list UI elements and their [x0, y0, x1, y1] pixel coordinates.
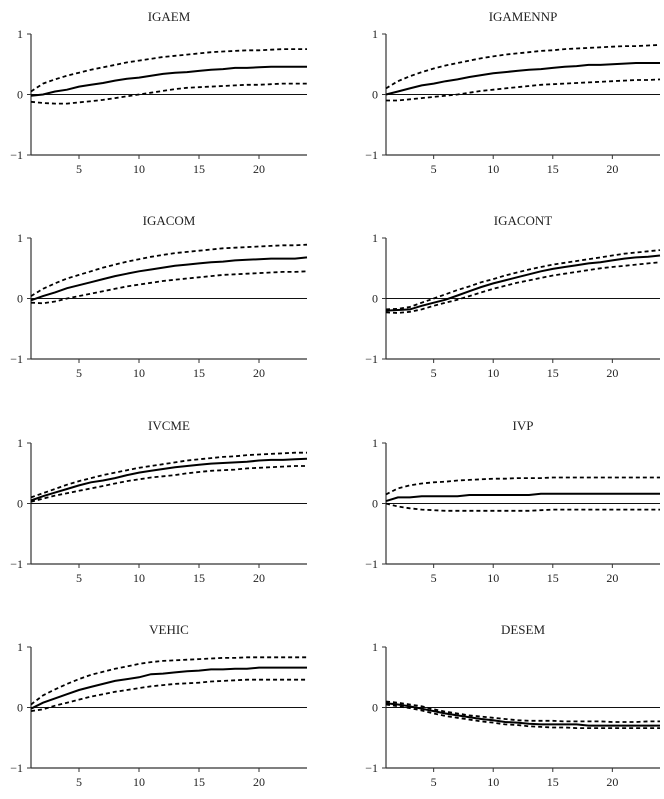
x-tick-label: 10	[133, 162, 145, 176]
response-line	[385, 492, 660, 503]
x-tick-label: 20	[253, 366, 265, 380]
x-tick-label: 5	[76, 775, 82, 789]
x-tick-label: 10	[487, 366, 499, 380]
panel-title: IGAMENNP	[489, 9, 558, 24]
confidence-band-line	[30, 451, 307, 499]
y-tick-label: −1	[365, 352, 378, 366]
x-tick-label: 5	[431, 366, 437, 380]
x-tick-label: 10	[133, 775, 145, 789]
y-tick-label: 0	[372, 497, 378, 511]
x-tick-label: 15	[547, 571, 559, 585]
x-tick-label: 15	[547, 162, 559, 176]
x-tick-label: 20	[606, 775, 618, 789]
x-tick-label: 5	[431, 775, 437, 789]
confidence-band-line	[30, 465, 307, 503]
x-tick-label: 20	[253, 162, 265, 176]
panel-title: IVP	[513, 418, 534, 433]
y-tick-label: 0	[372, 292, 378, 306]
x-tick-label: 20	[606, 571, 618, 585]
confidence-band-line	[30, 270, 308, 305]
x-tick-label: 20	[606, 162, 618, 176]
y-tick-label: −1	[365, 761, 378, 775]
response-line	[30, 666, 307, 710]
x-tick-label: 10	[133, 571, 145, 585]
confidence-band-line	[385, 261, 661, 314]
confidence-band-line	[30, 678, 307, 712]
confidence-band-line	[385, 249, 661, 311]
y-tick-label: 0	[17, 88, 23, 102]
panel-title: IVCME	[148, 418, 190, 433]
confidence-band-line	[385, 700, 660, 723]
x-tick-label: 20	[253, 775, 265, 789]
response-line	[385, 702, 660, 727]
x-tick-label: 20	[253, 571, 265, 585]
confidence-band-line	[30, 656, 307, 706]
confidence-band-line	[385, 44, 661, 90]
y-tick-label: 1	[17, 27, 23, 41]
y-tick-label: 1	[372, 640, 378, 654]
y-tick-label: 0	[372, 701, 378, 715]
x-tick-label: 15	[193, 366, 205, 380]
y-tick-label: 0	[17, 292, 23, 306]
y-tick-label: −1	[10, 148, 23, 162]
x-tick-label: 5	[431, 571, 437, 585]
response-line	[385, 254, 661, 312]
x-tick-label: 5	[431, 162, 437, 176]
x-tick-label: 5	[76, 571, 82, 585]
confidence-band-line	[386, 78, 661, 102]
x-tick-label: 5	[76, 366, 82, 380]
confidence-band-line	[385, 703, 660, 729]
panel-title: DESEM	[501, 622, 546, 637]
response-line	[30, 65, 307, 97]
x-tick-label: 20	[606, 366, 618, 380]
x-tick-label: 15	[193, 571, 205, 585]
y-tick-label: −1	[10, 761, 23, 775]
confidence-band-line	[30, 82, 307, 105]
y-tick-label: 1	[17, 436, 23, 450]
y-tick-label: −1	[10, 352, 23, 366]
y-tick-label: 1	[17, 231, 23, 245]
y-tick-label: 1	[372, 27, 378, 41]
y-tick-label: 1	[17, 640, 23, 654]
confidence-band-line	[385, 502, 660, 512]
y-tick-label: −1	[10, 557, 23, 571]
x-tick-label: 10	[133, 366, 145, 380]
y-tick-label: 0	[17, 701, 23, 715]
panel-title: IGACOM	[143, 213, 196, 228]
x-tick-label: 15	[193, 775, 205, 789]
x-tick-label: 15	[547, 366, 559, 380]
panel-title: IGAEM	[148, 9, 191, 24]
panel-title: VEHIC	[149, 622, 189, 637]
y-tick-label: −1	[365, 148, 378, 162]
x-tick-label: 10	[487, 775, 499, 789]
x-tick-label: 15	[193, 162, 205, 176]
confidence-band-line	[30, 243, 308, 297]
x-tick-label: 10	[487, 162, 499, 176]
response-line	[30, 457, 308, 502]
response-line	[385, 62, 660, 96]
y-tick-label: 1	[372, 231, 378, 245]
x-tick-label: 15	[547, 775, 559, 789]
y-tick-label: 1	[372, 436, 378, 450]
x-tick-label: 5	[76, 162, 82, 176]
y-tick-label: 0	[17, 497, 23, 511]
y-tick-label: −1	[365, 557, 378, 571]
confidence-band-line	[30, 48, 307, 93]
y-tick-label: 0	[372, 88, 378, 102]
panel-title: IGACONT	[494, 213, 553, 228]
confidence-band-line	[385, 476, 660, 496]
response-line	[30, 256, 308, 302]
x-tick-label: 10	[487, 571, 499, 585]
